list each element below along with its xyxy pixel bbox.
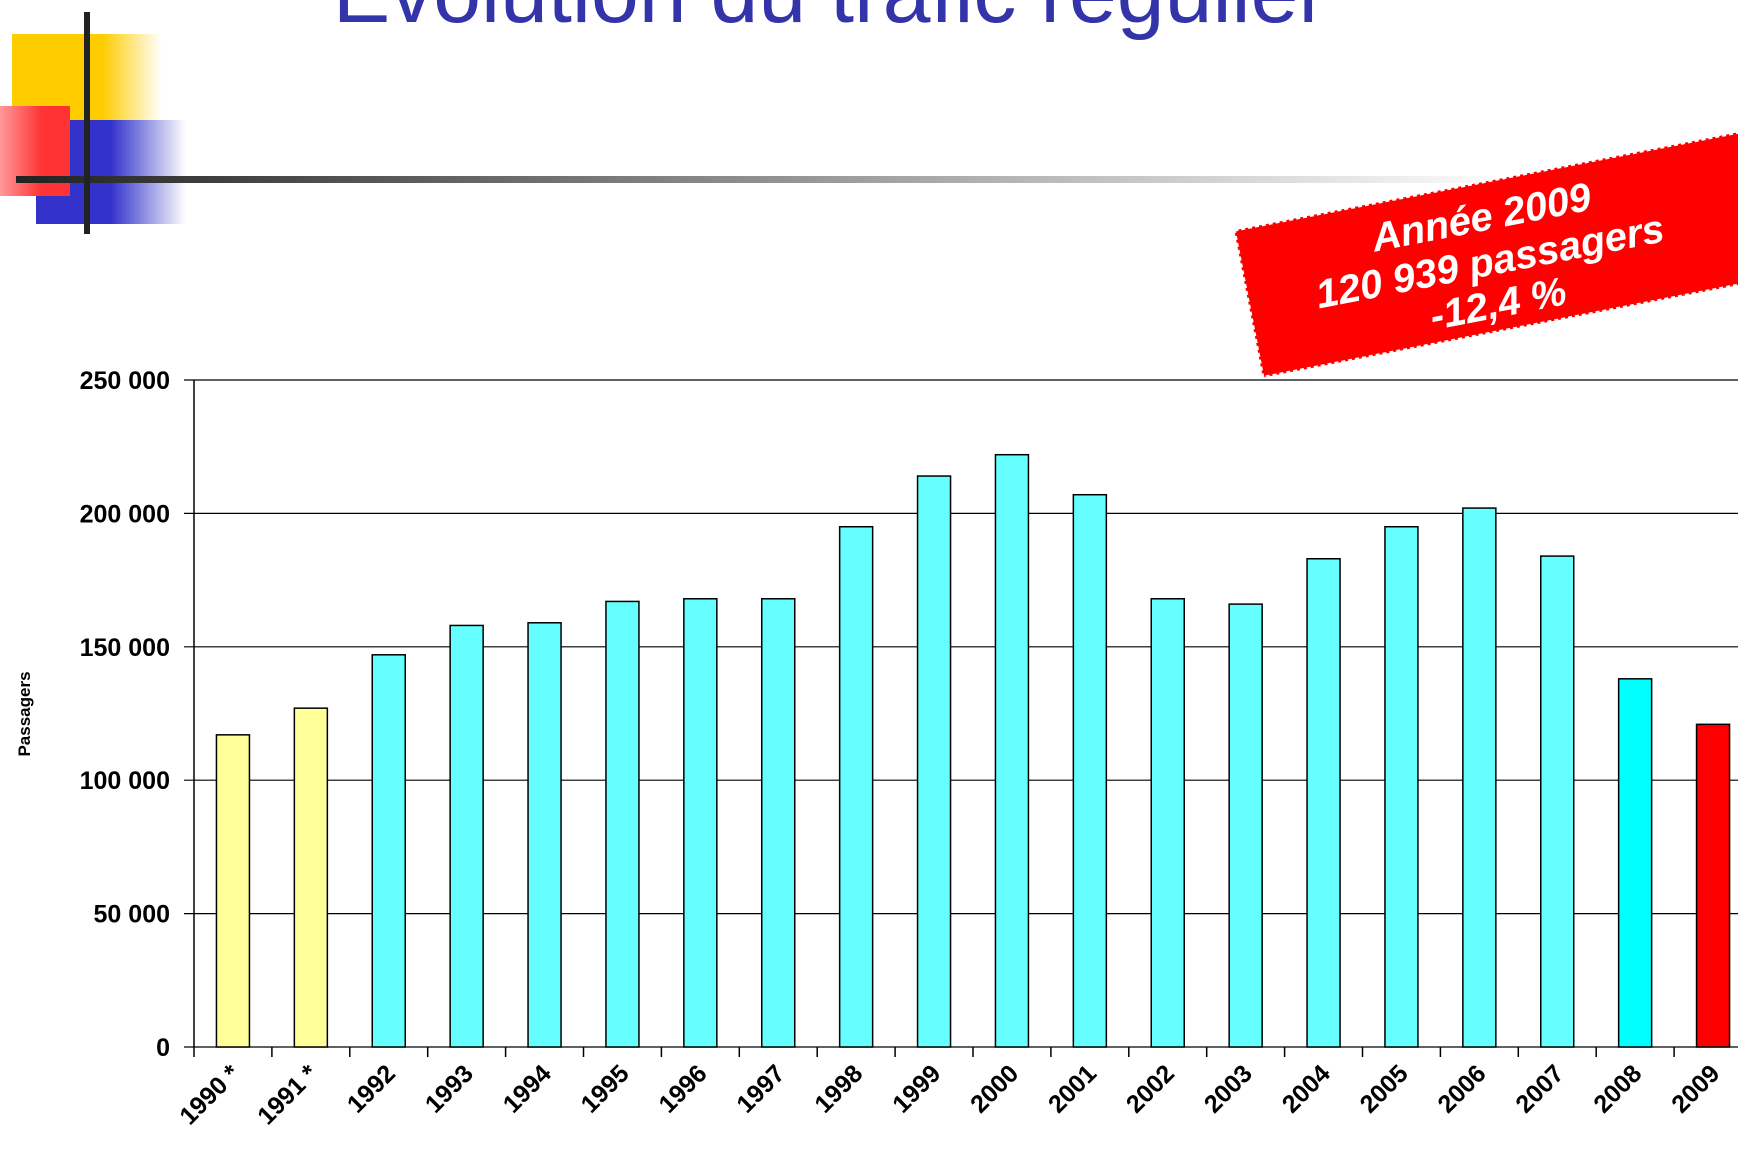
- x-tick-label: 1996: [653, 1059, 712, 1118]
- annotation-box: Année 2009 120 939 passagers -12,4 %: [1232, 129, 1738, 380]
- x-tick-label: 2002: [1121, 1059, 1180, 1118]
- y-tick-label: 50 000: [94, 901, 170, 929]
- bar: [683, 598, 718, 1048]
- bar: [1306, 558, 1341, 1048]
- bar: [1384, 525, 1419, 1048]
- x-tick-label: 2005: [1355, 1059, 1414, 1118]
- x-tick-label: 1990 *: [174, 1059, 245, 1130]
- y-tick-label: 100 000: [80, 767, 170, 795]
- x-tick-label: 2003: [1199, 1059, 1258, 1118]
- x-tick-label: 1998: [809, 1059, 868, 1118]
- chart-title: Évolution du trafic régulier: [333, 0, 1327, 41]
- y-tick-label: 250 000: [80, 367, 170, 395]
- x-tick-label: 1997: [731, 1059, 790, 1118]
- bar: [215, 734, 251, 1048]
- bar: [1150, 598, 1185, 1048]
- y-tick-label: 0: [156, 1034, 170, 1062]
- x-tick-label: 2006: [1432, 1059, 1491, 1118]
- bar: [994, 453, 1030, 1048]
- x-tick-label: 2009: [1666, 1059, 1725, 1118]
- bar: [449, 624, 484, 1048]
- x-tick-label: 2001: [1043, 1059, 1102, 1118]
- bar: [1072, 493, 1108, 1048]
- x-tick-label: 1999: [887, 1059, 946, 1118]
- bar: [1462, 507, 1497, 1048]
- bar: [1540, 555, 1575, 1048]
- x-tick-label: 1995: [576, 1059, 635, 1118]
- bar: [293, 707, 329, 1048]
- x-tick-label: 2000: [965, 1059, 1024, 1118]
- bar: [916, 475, 952, 1048]
- y-axis-label: Passagers: [15, 671, 34, 756]
- x-tick-label: 1992: [342, 1059, 401, 1118]
- logo-decoration: [0, 12, 1516, 234]
- bar: [761, 598, 796, 1048]
- x-tick-label: 2008: [1588, 1059, 1647, 1118]
- x-tick-label: 1994: [498, 1059, 557, 1118]
- y-tick-label: 200 000: [80, 500, 170, 528]
- bar: [1228, 603, 1263, 1048]
- bar: [527, 622, 562, 1048]
- x-tick-label: 2007: [1510, 1059, 1569, 1118]
- bar: [1695, 723, 1731, 1048]
- y-tick-label: 150 000: [80, 634, 170, 662]
- bar: [371, 654, 406, 1048]
- bar: [1617, 678, 1653, 1048]
- x-tick-label: 1991 *: [252, 1059, 323, 1130]
- bar: [838, 525, 874, 1048]
- x-tick-label: 2004: [1277, 1059, 1336, 1118]
- bar: [605, 600, 640, 1048]
- x-tick-label: 1993: [420, 1059, 479, 1118]
